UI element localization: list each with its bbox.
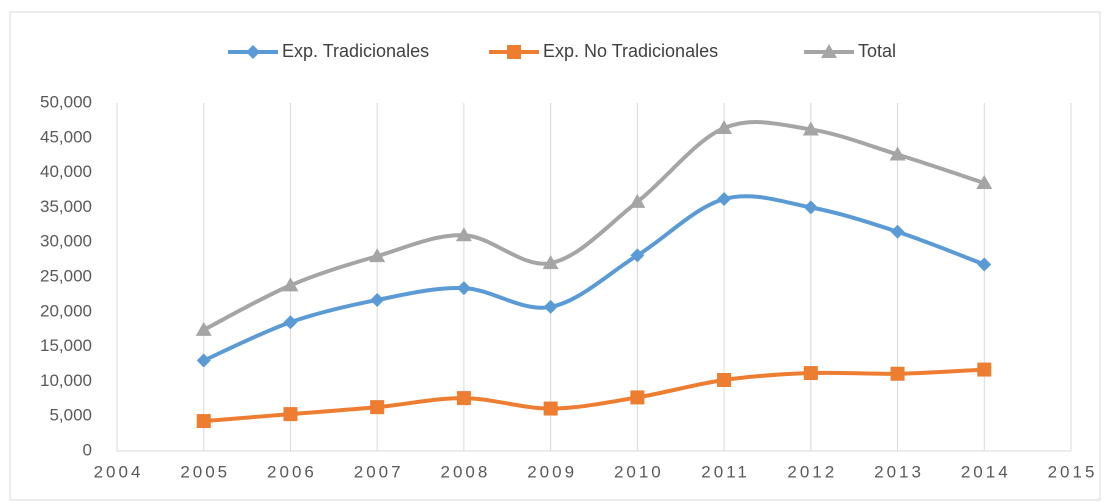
x-tick-label: 2010 bbox=[614, 462, 664, 481]
x-tick-label: 2009 bbox=[527, 462, 577, 481]
marker bbox=[890, 224, 905, 239]
marker bbox=[196, 414, 211, 429]
marker bbox=[246, 45, 260, 59]
x-tick-label: 2004 bbox=[94, 462, 144, 481]
y-tick-label: 15,000 bbox=[40, 336, 92, 355]
y-tick-label: 25,000 bbox=[40, 266, 92, 285]
chart-frame bbox=[9, 11, 1101, 501]
marker bbox=[455, 227, 472, 242]
x-tick-label: 2014 bbox=[961, 462, 1011, 481]
x-tick-label: 2006 bbox=[267, 462, 317, 481]
series-line bbox=[202, 120, 985, 332]
marker bbox=[456, 391, 471, 406]
marker bbox=[890, 366, 905, 381]
marker bbox=[802, 121, 819, 136]
y-tick-label: 20,000 bbox=[40, 301, 92, 320]
series-line bbox=[202, 194, 985, 363]
x-tick-label: 2007 bbox=[354, 462, 404, 481]
legend-label: Total bbox=[858, 41, 896, 61]
marker bbox=[283, 407, 298, 422]
marker bbox=[630, 390, 645, 405]
y-tick-label: 50,000 bbox=[40, 92, 92, 111]
marker bbox=[629, 193, 646, 208]
x-tick-label: 2008 bbox=[440, 462, 490, 481]
x-tick-label: 2013 bbox=[874, 462, 924, 481]
marker bbox=[803, 200, 818, 215]
marker bbox=[630, 248, 645, 263]
marker bbox=[283, 315, 298, 330]
marker bbox=[195, 321, 212, 336]
marker bbox=[543, 401, 558, 416]
marker bbox=[889, 146, 906, 161]
y-tick-label: 0 bbox=[83, 440, 92, 459]
marker bbox=[977, 257, 992, 272]
y-tick-label: 5,000 bbox=[49, 406, 92, 425]
x-tick-label: 2012 bbox=[787, 462, 837, 481]
marker bbox=[976, 175, 993, 190]
y-tick-label: 10,000 bbox=[40, 371, 92, 390]
marker bbox=[977, 362, 992, 377]
marker bbox=[369, 248, 386, 263]
marker bbox=[716, 120, 733, 135]
x-tick-label: 2005 bbox=[180, 462, 230, 481]
series-line bbox=[203, 367, 985, 424]
marker bbox=[803, 366, 818, 381]
y-tick-label: 40,000 bbox=[40, 162, 92, 181]
marker bbox=[370, 400, 385, 415]
marker bbox=[717, 192, 732, 207]
marker bbox=[542, 255, 559, 270]
y-tick-label: 30,000 bbox=[40, 232, 92, 251]
x-tick-label: 2011 bbox=[701, 462, 750, 481]
y-tick-label: 35,000 bbox=[40, 197, 92, 216]
marker bbox=[543, 299, 558, 314]
marker bbox=[821, 44, 837, 58]
marker bbox=[456, 281, 471, 296]
marker bbox=[717, 373, 732, 388]
marker bbox=[370, 292, 385, 307]
x-tick-label: 2015 bbox=[1048, 462, 1098, 481]
legend-label: Exp. No Tradicionales bbox=[543, 41, 718, 61]
y-tick-label: 45,000 bbox=[40, 127, 92, 146]
marker bbox=[282, 277, 299, 292]
legend-label: Exp. Tradicionales bbox=[282, 41, 429, 61]
marker bbox=[507, 45, 521, 59]
marker bbox=[196, 353, 211, 368]
